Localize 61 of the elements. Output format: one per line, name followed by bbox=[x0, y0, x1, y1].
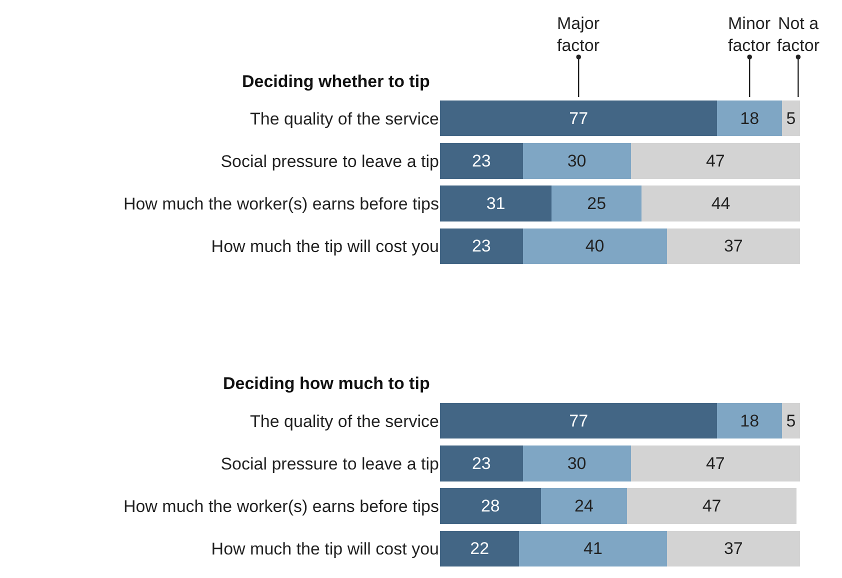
data-label: 24 bbox=[574, 496, 594, 516]
data-label: 23 bbox=[472, 454, 491, 473]
data-label: 30 bbox=[567, 151, 586, 170]
bar bbox=[522, 446, 631, 482]
bar bbox=[440, 143, 523, 179]
data-label: 44 bbox=[711, 194, 730, 214]
bar bbox=[440, 100, 718, 136]
data-label: 23 bbox=[472, 236, 491, 256]
y-tick-label: How much the worker(s) earns before tips bbox=[123, 194, 439, 214]
y-tick-label: How much the tip will cost you bbox=[211, 540, 439, 559]
data-label: 37 bbox=[724, 539, 743, 558]
text: Not a factor bbox=[777, 14, 820, 56]
text: Major factor bbox=[557, 14, 600, 56]
bar bbox=[782, 402, 800, 439]
bar bbox=[440, 402, 718, 439]
bar bbox=[522, 228, 667, 264]
bar bbox=[440, 488, 541, 524]
data-label: 37 bbox=[724, 236, 743, 256]
data-label: 22 bbox=[470, 539, 490, 558]
data-label: 28 bbox=[480, 496, 500, 516]
y-tick-label: Social pressure to leave a tip bbox=[220, 454, 439, 474]
bar bbox=[552, 186, 642, 222]
bar bbox=[519, 530, 667, 567]
y-tick-label: How much the tip will cost you bbox=[211, 237, 439, 256]
text: Minor factor bbox=[728, 14, 771, 56]
data-label: 47 bbox=[702, 496, 722, 516]
data-label: 30 bbox=[567, 454, 586, 473]
bar bbox=[642, 186, 800, 222]
data-label: 77 bbox=[569, 108, 588, 128]
data-label: 47 bbox=[706, 454, 725, 473]
bar bbox=[782, 100, 800, 136]
bar bbox=[717, 100, 782, 136]
y-tick-label: How much the worker(s) earns before tips bbox=[123, 497, 439, 516]
bar bbox=[440, 186, 552, 222]
bar bbox=[522, 143, 631, 179]
bar bbox=[666, 530, 800, 567]
bar bbox=[440, 530, 520, 567]
bar bbox=[666, 228, 800, 264]
data-label: 47 bbox=[706, 151, 725, 170]
data-label: 31 bbox=[486, 194, 506, 214]
bar bbox=[540, 488, 628, 524]
data-label: 23 bbox=[472, 151, 491, 170]
bar bbox=[630, 143, 800, 179]
bar bbox=[630, 446, 800, 482]
data-label: 5 bbox=[786, 108, 796, 128]
data-label: 18 bbox=[740, 108, 760, 128]
bar bbox=[717, 402, 782, 439]
chart-title: Deciding whether to tip bbox=[242, 72, 430, 91]
y-tick-label: Social pressure to leave a tip bbox=[220, 152, 439, 171]
data-label: 18 bbox=[740, 411, 760, 430]
chart-title: Deciding how much to tip bbox=[223, 374, 430, 393]
data-label: 5 bbox=[786, 411, 796, 430]
bar bbox=[440, 228, 523, 264]
data-label: 77 bbox=[569, 411, 588, 430]
data-label: 41 bbox=[584, 539, 602, 558]
data-label: 25 bbox=[587, 194, 606, 214]
data-label: 40 bbox=[585, 236, 604, 256]
y-tick-label: The quality of the service bbox=[250, 412, 439, 431]
bar bbox=[440, 446, 523, 482]
y-tick-label: The quality of the service bbox=[250, 109, 439, 128]
bar bbox=[627, 488, 796, 524]
